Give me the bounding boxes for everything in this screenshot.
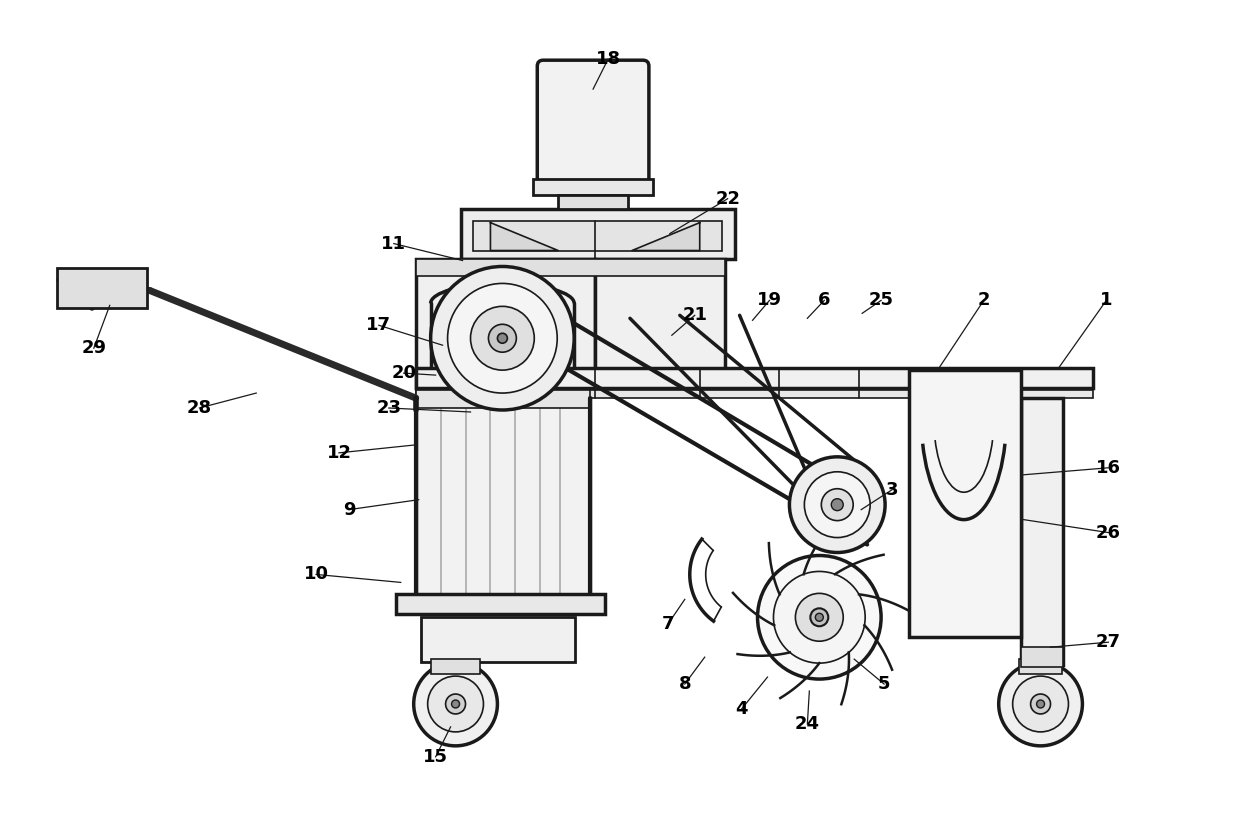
Bar — [431, 659, 481, 674]
Bar — [1021, 398, 1063, 665]
Text: 11: 11 — [382, 234, 406, 253]
Bar — [395, 594, 605, 614]
Circle shape — [821, 489, 854, 521]
Text: 24: 24 — [795, 715, 820, 733]
Text: 22: 22 — [715, 189, 740, 208]
Bar — [416, 259, 595, 388]
Circle shape — [446, 694, 466, 714]
Circle shape — [789, 457, 885, 552]
Bar — [416, 398, 590, 597]
Circle shape — [757, 556, 881, 679]
Text: 20: 20 — [392, 364, 416, 382]
Bar — [57, 268, 146, 308]
Circle shape — [810, 608, 829, 626]
Text: 6: 6 — [818, 291, 830, 309]
Circle shape — [1037, 700, 1044, 708]
Circle shape — [451, 700, 460, 708]
Bar — [416, 368, 1093, 388]
Circle shape — [414, 662, 497, 746]
Bar — [909, 370, 1021, 637]
Circle shape — [804, 472, 870, 538]
Text: 5: 5 — [878, 675, 891, 693]
Text: 1: 1 — [1100, 291, 1113, 309]
Bar — [416, 390, 1093, 398]
Text: 29: 29 — [82, 339, 107, 357]
Circle shape — [427, 676, 483, 732]
Text: 9: 9 — [343, 501, 356, 519]
Circle shape — [431, 267, 574, 410]
Circle shape — [447, 283, 558, 393]
Text: 4: 4 — [735, 700, 748, 718]
FancyBboxPatch shape — [538, 60, 649, 187]
Bar — [416, 390, 590, 408]
Circle shape — [815, 614, 823, 621]
Bar — [473, 220, 721, 251]
Polygon shape — [491, 223, 559, 251]
Text: 15: 15 — [424, 747, 449, 765]
Bar — [533, 179, 653, 195]
Circle shape — [1012, 676, 1068, 732]
Polygon shape — [632, 223, 700, 251]
Circle shape — [488, 324, 517, 353]
Text: 7: 7 — [662, 615, 674, 633]
Text: 2: 2 — [978, 291, 990, 309]
Text: 19: 19 — [757, 291, 782, 309]
Text: 17: 17 — [367, 317, 392, 335]
Text: 21: 21 — [683, 306, 707, 324]
Text: 26: 26 — [1095, 524, 1121, 542]
Circle shape — [471, 306, 534, 370]
Circle shape — [831, 499, 844, 511]
Bar — [416, 259, 725, 277]
Text: 10: 10 — [304, 565, 328, 583]
Bar — [1021, 647, 1063, 667]
Circle shape — [795, 593, 844, 641]
Text: 3: 3 — [886, 481, 898, 499]
Bar — [595, 259, 725, 388]
Circle shape — [497, 333, 508, 344]
Bar — [421, 617, 575, 662]
Text: 12: 12 — [326, 444, 352, 462]
Bar — [461, 209, 735, 259]
Circle shape — [999, 662, 1083, 746]
Circle shape — [1031, 694, 1051, 714]
Text: 25: 25 — [869, 291, 893, 309]
Circle shape — [773, 571, 865, 663]
Text: 27: 27 — [1095, 633, 1121, 651]
Text: 28: 28 — [187, 399, 212, 417]
Text: 8: 8 — [679, 675, 691, 693]
Bar — [559, 195, 628, 209]
Text: 23: 23 — [377, 399, 401, 417]
Text: 16: 16 — [1095, 459, 1121, 477]
Text: 18: 18 — [596, 51, 621, 69]
Bar — [1018, 659, 1063, 674]
